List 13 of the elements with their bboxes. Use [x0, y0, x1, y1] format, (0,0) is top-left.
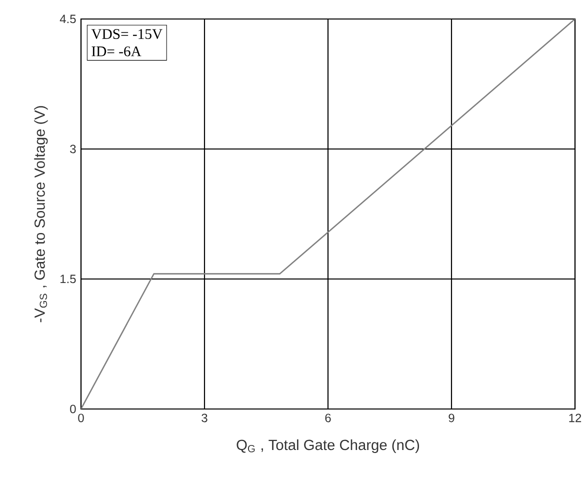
x-tick-label: 6	[325, 414, 331, 422]
annotation: VDS= -15V	[91, 29, 162, 40]
x-tick-label: 3	[202, 414, 208, 422]
y-tick-label: 3	[70, 144, 76, 154]
x-tick-label: 12	[569, 414, 582, 422]
y-tick-label: 1.5	[60, 274, 76, 284]
y-tick-label: 4.5	[60, 14, 76, 24]
x-tick-label: 0	[78, 414, 84, 422]
y-tick-label: 0	[70, 404, 76, 414]
annotation: ID= -6A	[92, 46, 142, 56]
x-axis-title: Q$_{G}$ , Total Gate Charge (nC)	[236, 439, 420, 454]
y-axis-title: -V$_{GS}$ , Gate to Source Voltage (V)	[34, 106, 48, 322]
x-tick-label: 9	[448, 414, 454, 422]
